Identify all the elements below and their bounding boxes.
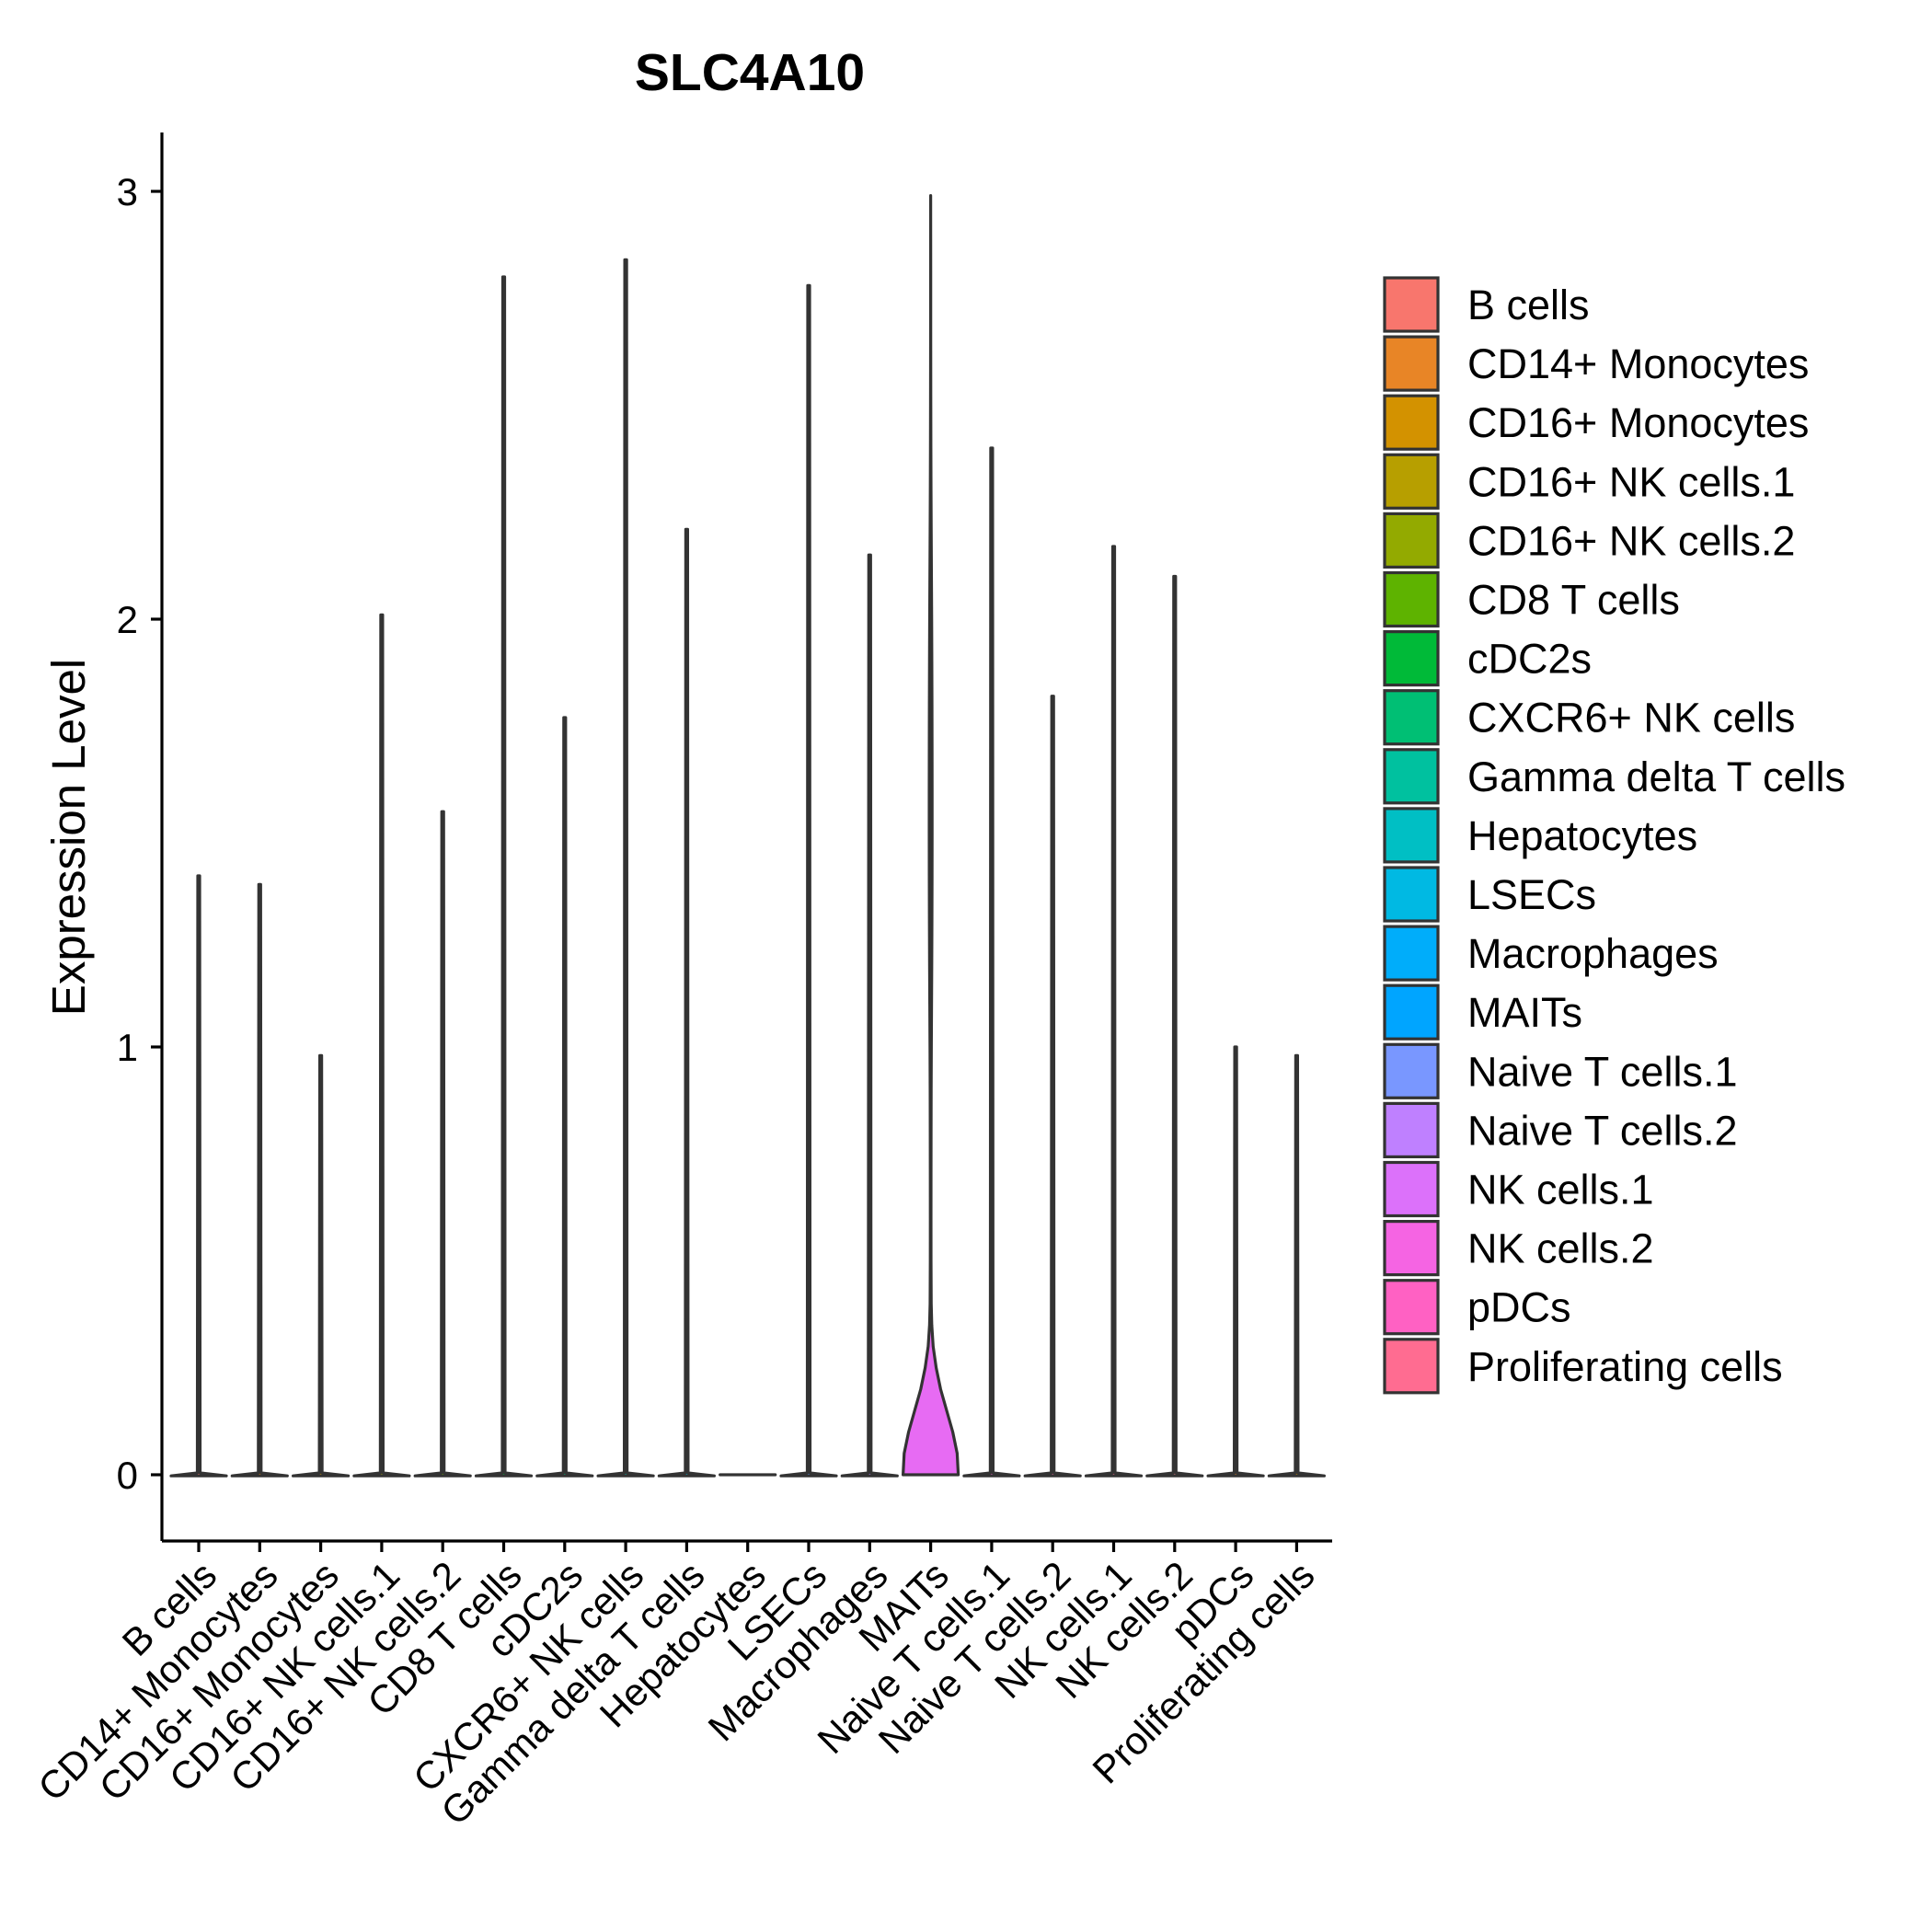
legend-label-hepatocytes: Hepatocytes (1467, 812, 1697, 859)
legend-label-naive-t-cells-2: Naive T cells.2 (1467, 1107, 1737, 1154)
legend-key-cdc2s (1383, 629, 1440, 687)
legend-label-pdcs: pDCs (1467, 1284, 1571, 1331)
legend-key-hepatocytes (1383, 807, 1440, 864)
violin-cd8-t-cells (474, 275, 534, 1478)
y-axis-title: Expression Level (42, 659, 95, 1016)
legend: B cells CD14+ Monocytes CD16+ Monocytes CD1… (1383, 276, 1846, 1395)
legend-label-cd16-monocytes: CD16+ Monocytes (1467, 399, 1809, 446)
legend-key-lsecs (1383, 866, 1440, 923)
legend-label-macrophages: Macrophages (1467, 930, 1719, 977)
y-tick-label: 2 (117, 598, 138, 641)
legend-label-naive-t-cells-1: Naive T cells.1 (1467, 1048, 1737, 1095)
violin-cd16-nk-cells-1 (352, 613, 411, 1478)
legend-label-cd14-monocytes: CD14+ Monocytes (1467, 340, 1809, 387)
violin-maits (902, 194, 960, 1477)
legend-label-proliferating-cells: Proliferating cells (1467, 1343, 1783, 1390)
legend-key-cd16-monocytes (1383, 394, 1440, 451)
legend-label-cd16-nk-cells-1: CD16+ NK cells.1 (1467, 458, 1795, 505)
legend-key-pdcs (1383, 1279, 1440, 1336)
legend-label-cd16-nk-cells-2: CD16+ NK cells.2 (1467, 517, 1795, 564)
legend-key-b-cells (1383, 276, 1440, 333)
violin-group (169, 194, 1326, 1478)
legend-label-nk-cells-1: NK cells.1 (1467, 1167, 1654, 1213)
y-tick-label: 3 (117, 170, 138, 213)
violin-cd16-nk-cells-2 (413, 810, 472, 1478)
violin-pdcs (1206, 1045, 1265, 1478)
legend-key-macrophages (1383, 925, 1440, 982)
legend-label-gamma-delta-t-cells: Gamma delta T cells (1467, 753, 1846, 800)
legend-key-cd14-monocytes (1383, 335, 1440, 392)
y-tick-label: 0 (117, 1454, 138, 1497)
violin-lsecs (779, 283, 838, 1478)
violin-proliferating-cells (1267, 1053, 1326, 1478)
legend-key-nk-cells-2 (1383, 1219, 1440, 1277)
y-tick-label: 1 (117, 1026, 138, 1069)
legend-key-cd16-nk-cells-1 (1383, 453, 1440, 510)
legend-key-naive-t-cells-1 (1383, 1042, 1440, 1099)
legend-key-cxcr6-nk-cells (1383, 689, 1440, 746)
legend-key-nk-cells-1 (1383, 1160, 1440, 1218)
violin-naive-t-cells-1 (962, 446, 1021, 1478)
legend-key-cd8-t-cells (1383, 570, 1440, 628)
violin-cdc2s (535, 716, 594, 1478)
violin-b-cells (169, 874, 228, 1478)
violin-naive-t-cells-2 (1023, 695, 1082, 1478)
legend-label-maits: MAITs (1467, 989, 1582, 1036)
legend-label-b-cells: B cells (1467, 282, 1590, 328)
legend-label-lsecs: LSECs (1467, 871, 1596, 918)
legend-label-cxcr6-nk-cells: CXCR6+ NK cells (1467, 695, 1795, 742)
legend-label-nk-cells-2: NK cells.2 (1467, 1225, 1654, 1272)
legend-key-proliferating-cells (1383, 1338, 1440, 1395)
chart-title: SLC4A10 (635, 43, 865, 102)
legend-key-cd16-nk-cells-2 (1383, 512, 1440, 569)
legend-label-cd8-t-cells: CD8 T cells (1467, 577, 1680, 624)
legend-label-cdc2s: cDC2s (1467, 636, 1592, 683)
violin-macrophages (840, 553, 899, 1478)
violin-nk-cells-2 (1145, 574, 1204, 1478)
violin-cxcr6-nk-cells (596, 258, 655, 1478)
violin-cd16-monocytes (292, 1053, 351, 1478)
legend-key-maits (1383, 983, 1440, 1041)
violin-gamma-delta-t-cells (657, 527, 716, 1478)
legend-key-naive-t-cells-2 (1383, 1101, 1440, 1159)
legend-key-gamma-delta-t-cells (1383, 748, 1440, 805)
violin-cd14-monocytes (230, 882, 289, 1478)
violin-nk-cells-1 (1084, 545, 1144, 1478)
